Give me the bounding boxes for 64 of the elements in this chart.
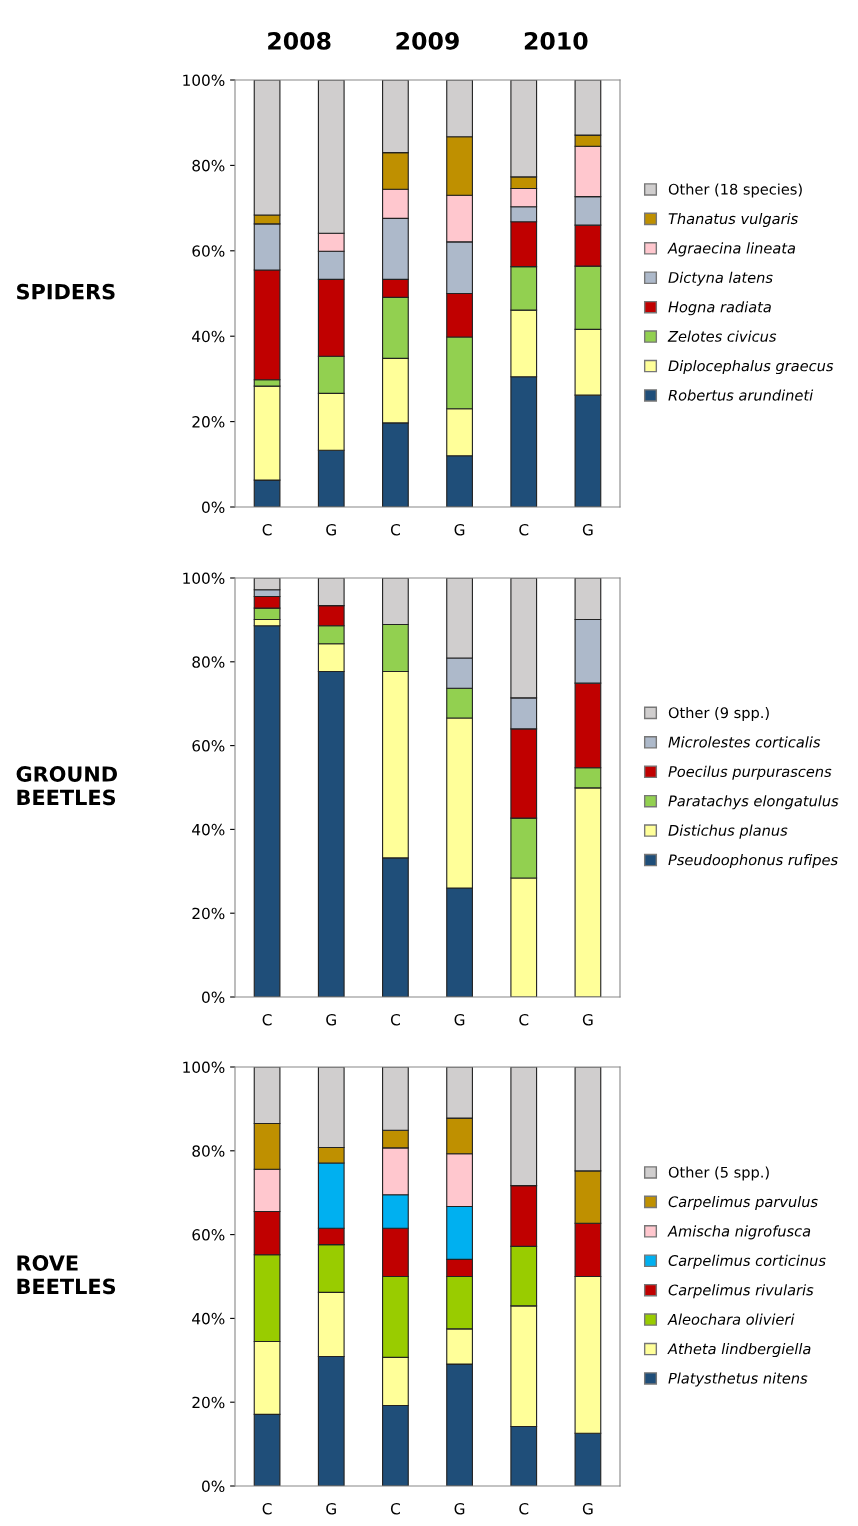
x-tick-label: C: [390, 523, 400, 536]
y-tick-label: 40%: [192, 1312, 225, 1325]
legend-label: Thanatus vulgaris: [668, 212, 798, 227]
legend-label: Other (5 spp.): [668, 1166, 769, 1181]
x-tick-label: G: [326, 1502, 336, 1515]
x-tick-label: G: [582, 1013, 593, 1026]
x-tick-label: G: [582, 1502, 593, 1515]
y-tick-label: 60%: [192, 245, 225, 257]
x-tick-label: C: [519, 523, 529, 536]
y-tick-label: 100%: [183, 1061, 225, 1074]
legend-label: Carpelimus corticinus: [668, 1254, 826, 1269]
x-tick-label: G: [326, 523, 336, 536]
legend-label: Robertus arundineti: [668, 389, 814, 401]
legend-label: Distichus planus: [668, 824, 788, 839]
y-tick-label: 40%: [192, 330, 225, 343]
legend-label: Diplocephalus graecus: [668, 360, 834, 375]
y-tick-label: 20%: [192, 907, 225, 920]
y-tick-label: 100%: [183, 74, 225, 87]
x-tick-label: C: [519, 1013, 529, 1026]
legend-label: Aleochara olivieri: [667, 1313, 795, 1325]
x-tick-label: C: [390, 1502, 400, 1515]
legend-label: Atheta lindbergiella: [667, 1343, 811, 1358]
legend-label: Carpelimus rivularis: [668, 1284, 814, 1299]
x-tick-label: C: [262, 1502, 272, 1515]
legend-label: Zelotes civicus: [667, 330, 777, 342]
legend-label: Hogna radiata: [668, 301, 771, 316]
x-tick-label: C: [262, 1013, 272, 1026]
y-tick-label: 0%: [202, 991, 225, 1004]
y-tick-label: 0%: [202, 501, 225, 514]
text: 2010: [524, 31, 588, 50]
text: 2008: [268, 31, 331, 50]
legend-label: Platysthetus nitens: [668, 1372, 808, 1387]
y-tick-label: 80%: [192, 656, 225, 668]
x-tick-label: C: [519, 1502, 529, 1515]
legend-label: Pseudoophonus rufipes: [668, 854, 838, 869]
y-tick-label: 20%: [192, 416, 225, 428]
text: GROUND BEETLES: [16, 766, 117, 806]
x-tick-label: C: [390, 1013, 400, 1026]
x-tick-label: G: [454, 523, 465, 536]
legend-label: Other (18 species): [668, 183, 802, 198]
y-tick-label: 100%: [183, 572, 225, 585]
y-tick-label: 80%: [192, 1145, 225, 1157]
y-tick-label: 0%: [202, 1480, 225, 1493]
y-tick-label: 20%: [192, 1396, 225, 1409]
y-tick-label: 80%: [192, 159, 225, 172]
y-tick-label: 60%: [192, 1229, 225, 1241]
legend-label: Microlestes corticalis: [668, 736, 821, 748]
y-tick-label: 60%: [192, 740, 225, 752]
legend-label: Agraecina lineata: [667, 242, 795, 257]
x-tick-label: G: [454, 1013, 465, 1026]
x-tick-label: C: [262, 523, 272, 536]
y-tick-label: 40%: [192, 823, 225, 836]
legend-label: Poecilus purpurascens: [668, 765, 832, 780]
legend-label: Other (9 spp.): [668, 706, 769, 721]
legend-label: Carpelimus parvulus: [668, 1195, 818, 1210]
x-tick-label: G: [326, 1013, 336, 1026]
legend-label: Dictyna latens: [668, 271, 773, 286]
text: ROVE BEETLES: [17, 1255, 116, 1295]
text: SPIDERS: [17, 283, 115, 300]
legend-label: Amischa nigrofusca: [667, 1225, 811, 1240]
legend-label: Paratachys elongatulus: [668, 795, 839, 810]
text: 2009: [396, 31, 459, 50]
x-tick-label: G: [454, 1502, 465, 1515]
x-tick-label: G: [582, 523, 593, 536]
